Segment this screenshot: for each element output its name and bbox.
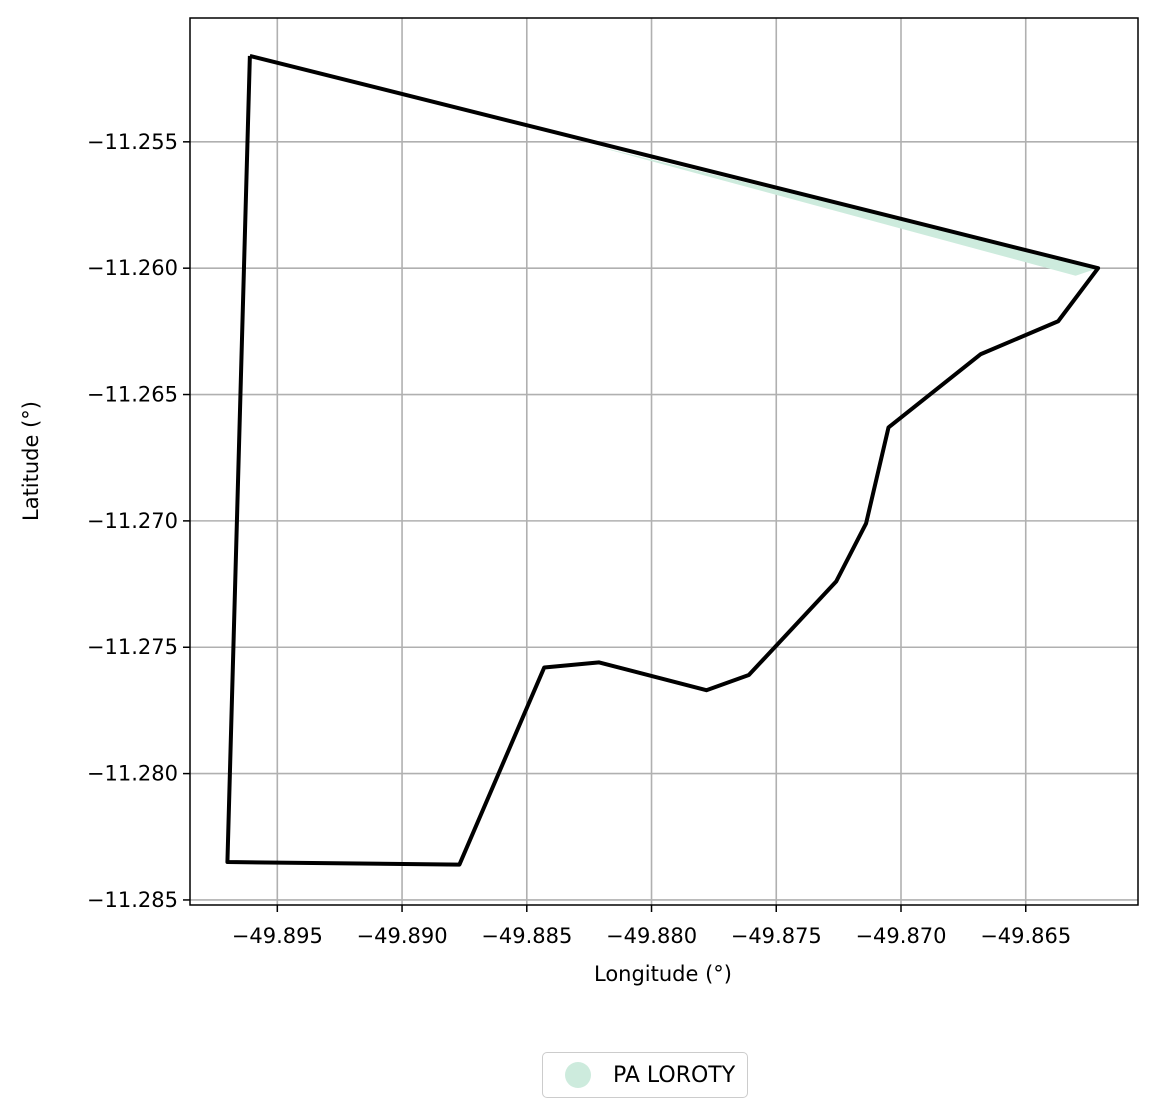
plot-frame (189, 17, 1139, 906)
x-axis: −49.895 −49.890 −49.885 −49.880 −49.875 −49.8… (232, 905, 1071, 948)
y-axis-label: Latitude (°) (19, 401, 43, 521)
x-tick-label: −49.865 (980, 924, 1071, 948)
y-tick-label: −11.265 (87, 383, 178, 407)
x-tick-label: −49.895 (232, 924, 323, 948)
y-tick-label: −11.260 (87, 256, 178, 280)
y-tick-label: −11.255 (87, 130, 178, 154)
y-tick-label: −11.275 (87, 635, 178, 659)
x-axis-label: Longitude (°) (594, 962, 732, 986)
feature-layer (225, 53, 1101, 867)
grid-lines (190, 18, 1138, 905)
y-tick-label: −11.280 (87, 762, 178, 786)
x-tick-label: −49.870 (855, 924, 946, 948)
x-tick-label: −49.885 (481, 924, 572, 948)
x-tick-label: −49.875 (731, 924, 822, 948)
x-tick-label: −49.890 (357, 924, 448, 948)
feature-fill-pa-loroty (589, 144, 1099, 276)
legend-marker-pa-loroty (565, 1062, 591, 1088)
y-tick-label: −11.285 (87, 888, 178, 912)
map-plot: −49.895 −49.890 −49.885 −49.880 −49.875 −49.8… (19, 17, 1139, 986)
legend-label-pa-loroty: PA LOROTY (613, 1062, 736, 1088)
x-tick-label: −49.880 (606, 924, 697, 948)
y-tick-label: −11.270 (87, 509, 178, 533)
legend: PA LOROTY (542, 1052, 749, 1098)
feature-boundary-pa-loroty (225, 53, 1101, 867)
y-axis: −11.255 −11.260 −11.265 −11.270 −11.275 −11.2… (87, 130, 190, 912)
